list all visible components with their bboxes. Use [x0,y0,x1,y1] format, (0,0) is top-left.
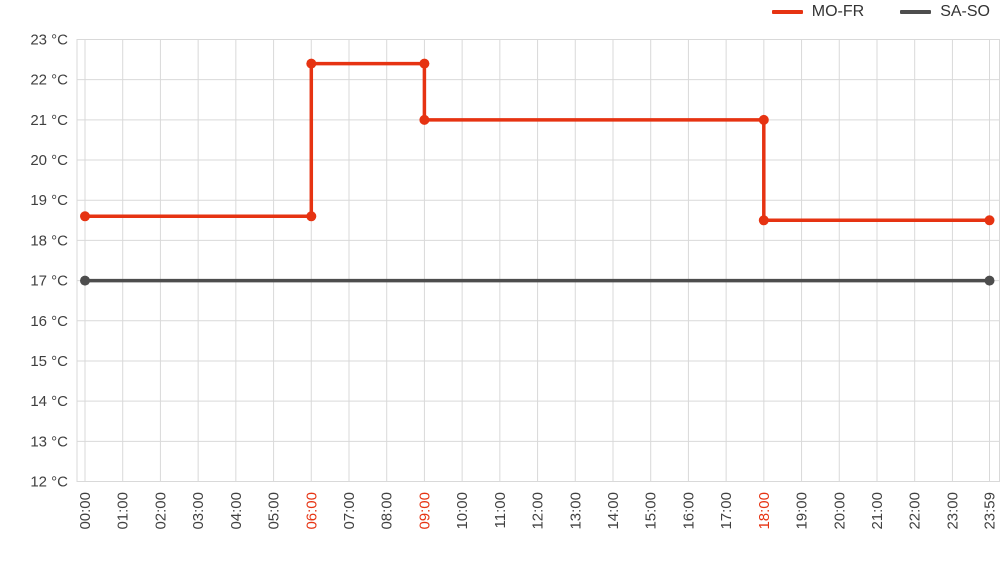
data-point-mo-fr[interactable] [306,211,317,222]
legend-item-sa-so[interactable]: SA-SO [900,1,990,23]
x-tick-label: 02:00 [152,492,169,530]
series-line-mo-fr [85,61,990,223]
y-tick-label: 23 °C [30,32,68,49]
x-tick-label: 01:00 [115,492,132,530]
x-tick-label: 23:00 [944,492,961,530]
y-tick-label: 17 °C [30,273,68,290]
y-tick-label: 22 °C [30,72,68,89]
x-tick-label-highlighted: 06:00 [303,492,320,530]
x-tick-label: 08:00 [379,492,396,530]
x-tick-label: 07:00 [341,492,358,530]
y-tick-label: 14 °C [30,393,68,410]
data-point-mo-fr[interactable] [306,58,317,69]
legend-label-mo-fr: MO-FR [811,3,865,20]
data-point-mo-fr[interactable] [984,215,995,226]
x-tick-label: 11:00 [492,492,509,528]
x-tick-label: 17:00 [718,492,735,530]
y-tick-label: 16 °C [30,313,68,330]
y-tick-label: 19 °C [30,192,68,209]
data-point-sa-so[interactable] [80,275,90,286]
legend-label-sa-so: SA-SO [940,3,990,20]
x-tick-label: 10:00 [454,492,471,530]
y-tick-label: 18 °C [30,232,68,249]
data-point-mo-fr[interactable] [419,58,430,69]
y-tick-label: 15 °C [30,353,68,370]
chart-legend: MO-FR SA-SO [771,1,990,23]
y-tick-label: 20 °C [30,152,68,169]
y-tick-label: 21 °C [30,112,68,129]
x-tick-label: 03:00 [190,492,207,530]
legend-item-mo-fr[interactable]: MO-FR [771,1,865,23]
x-tick-label: 00:00 [77,492,94,530]
x-tick-label: 19:00 [794,492,811,530]
data-point-mo-fr[interactable] [80,211,90,222]
data-point-mo-fr[interactable] [419,114,430,125]
x-tick-label-highlighted: 09:00 [416,492,433,530]
data-point-mo-fr[interactable] [758,215,769,226]
x-tick-label: 15:00 [643,492,660,530]
y-tick-label: 12 °C [30,474,68,491]
x-tick-label: 04:00 [228,492,245,530]
data-point-sa-so[interactable] [984,275,995,286]
plot-border [76,39,1000,482]
x-tick-label: 05:00 [266,492,283,530]
x-tick-label: 16:00 [680,492,697,530]
legend-line-swatch-mo-fr [771,10,803,14]
x-tick-label-highlighted: 18:00 [756,492,773,530]
x-tick-label: 22:00 [907,492,924,530]
data-point-mo-fr[interactable] [758,114,769,125]
x-tick-label: 21:00 [869,492,886,530]
y-tick-label: 13 °C [30,433,68,450]
x-tick-label: 14:00 [605,492,622,530]
x-tick-label: 20:00 [831,492,848,530]
x-tick-label: 12:00 [530,492,547,530]
x-tick-label: 13:00 [567,492,584,530]
x-tick-label: 23:59 [982,492,999,530]
legend-line-swatch-sa-so [900,10,932,14]
